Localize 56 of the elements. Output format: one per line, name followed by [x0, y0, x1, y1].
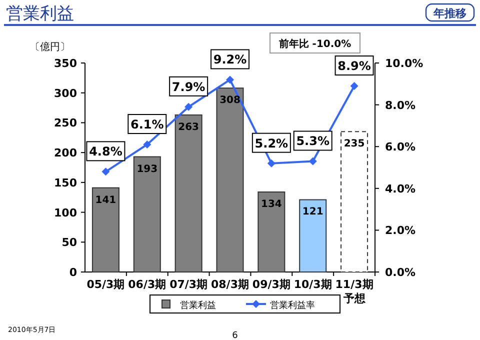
data-label: 4.8%: [89, 144, 122, 159]
chart-title: 営業利益: [6, 4, 74, 24]
text: 前年比 -10.0%: [278, 38, 352, 50]
y-axis-title: 〔億円〕: [30, 41, 70, 53]
y-tick-label: 350: [54, 57, 78, 70]
y-tick-label: 250: [54, 116, 78, 130]
data-label: 7.9%: [172, 80, 206, 94]
data-label: 193: [136, 164, 158, 175]
bar: [216, 88, 244, 272]
y-tick-label: 0: [69, 266, 78, 279]
bar: [92, 187, 120, 272]
data-label: 141: [95, 194, 116, 206]
x-tick-label: 10/3期: [294, 278, 332, 291]
x-tick-label: 05/3期: [86, 278, 125, 291]
point: [102, 168, 110, 176]
point: [143, 140, 152, 149]
data-label: 308: [220, 95, 240, 106]
bar: [133, 156, 161, 272]
point: [226, 76, 234, 84]
y2-tick-label: 4.0%: [385, 182, 416, 196]
data-label: 263: [178, 122, 200, 133]
text: 6: [232, 331, 238, 340]
y2-tick-label: 8.0%: [385, 98, 416, 112]
y2-tick-label: 6.0%: [385, 140, 416, 154]
y-tick-label: 50: [62, 236, 78, 250]
data-label: 8.9%: [338, 58, 371, 73]
text: 年推移: [432, 7, 466, 20]
data-label: 6.1%: [130, 118, 164, 132]
point: [308, 157, 317, 166]
data-label: 121: [302, 206, 324, 218]
point: [184, 102, 193, 111]
bar: [174, 114, 202, 272]
bar: [340, 131, 368, 272]
data-label: 134: [260, 198, 282, 210]
y-tick-label: 200: [54, 146, 78, 160]
x-tick-label: 09/3期: [252, 278, 290, 291]
data-label: 9.2%: [213, 52, 247, 67]
x-tick-label: 07/3期: [170, 278, 208, 291]
legend-label: 営業利益率: [270, 300, 315, 311]
y2-tick-label: 0.0%: [385, 266, 416, 279]
y-tick-label: 150: [54, 176, 78, 190]
point: [350, 82, 358, 90]
y2-tick-label: 10.0%: [385, 57, 424, 70]
y2-tick-label: 2.0%: [385, 224, 416, 238]
y-tick-label: 300: [54, 86, 78, 100]
data-label: 5.3%: [296, 134, 330, 148]
y-tick-label: 100: [54, 206, 78, 220]
x-tick-label: 08/3期: [211, 278, 249, 291]
data-label: 5.2%: [254, 136, 288, 150]
x-tick-label: 06/3期: [128, 278, 166, 291]
bar: [258, 191, 286, 272]
data-label: 235: [344, 138, 365, 150]
point: [267, 159, 276, 168]
bar: [299, 199, 327, 272]
legend-label: 営業利益: [180, 300, 216, 311]
x-tick-label: 11/3期予想: [335, 278, 374, 305]
